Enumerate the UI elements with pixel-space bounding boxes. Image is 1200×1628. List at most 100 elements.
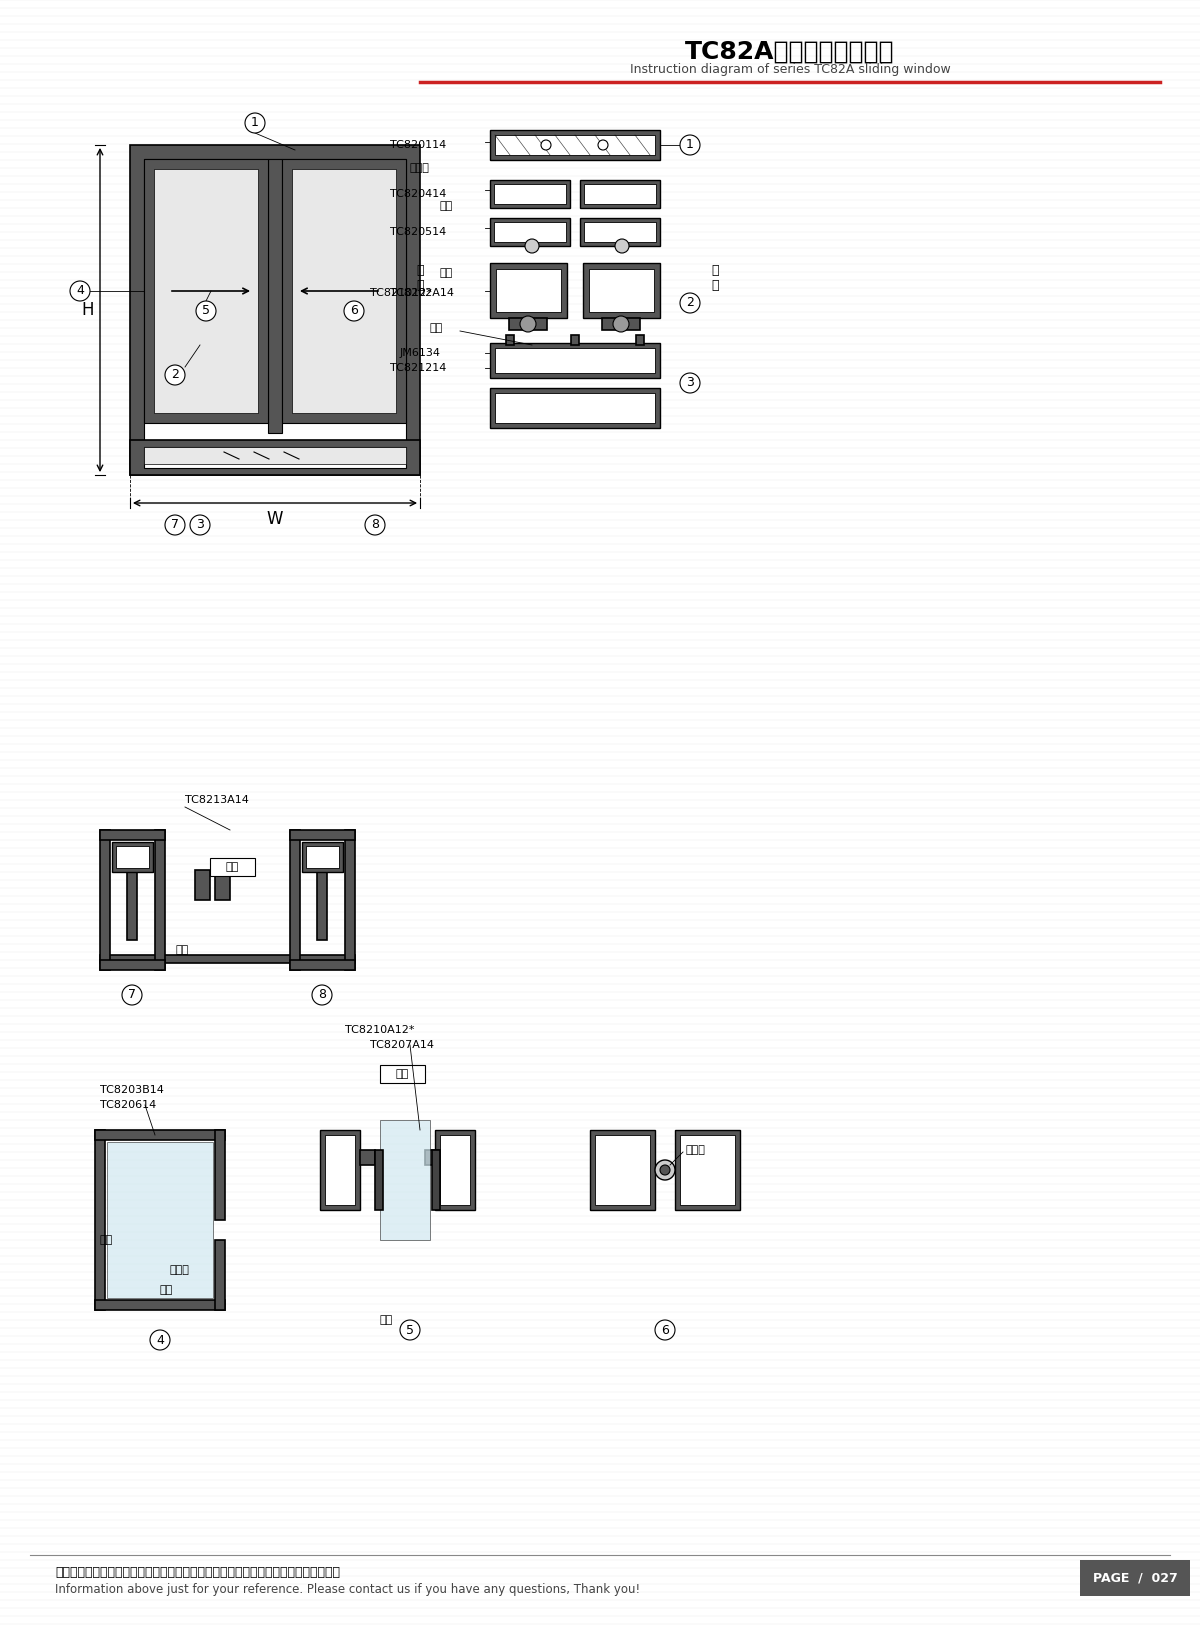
Bar bbox=[1080, 1560, 1190, 1595]
Bar bbox=[144, 160, 268, 423]
Text: 3: 3 bbox=[686, 376, 694, 389]
Text: TC8207A14: TC8207A14 bbox=[370, 1040, 434, 1050]
Bar bbox=[215, 869, 230, 900]
Text: 玻璃胶: 玻璃胶 bbox=[170, 1265, 190, 1275]
Text: 纱网: 纱网 bbox=[440, 200, 454, 212]
Bar bbox=[583, 264, 660, 317]
Circle shape bbox=[616, 239, 629, 252]
Text: 防盗器: 防盗器 bbox=[410, 163, 430, 173]
Text: 7: 7 bbox=[172, 518, 179, 531]
Bar bbox=[100, 830, 166, 840]
Bar bbox=[155, 830, 166, 970]
Bar bbox=[425, 1149, 440, 1166]
Text: PAGE  /  027: PAGE / 027 bbox=[1093, 1571, 1177, 1584]
Bar bbox=[496, 392, 655, 423]
Text: TC820614: TC820614 bbox=[100, 1101, 156, 1110]
Bar bbox=[374, 1149, 383, 1210]
Bar bbox=[584, 184, 656, 204]
Circle shape bbox=[190, 514, 210, 536]
Bar bbox=[100, 956, 355, 964]
Text: 室
内: 室 内 bbox=[416, 264, 424, 291]
Text: TC821012*: TC821012* bbox=[370, 288, 432, 298]
Bar bbox=[107, 1141, 214, 1298]
Bar bbox=[496, 348, 655, 373]
Bar bbox=[292, 169, 396, 414]
Text: 4: 4 bbox=[156, 1333, 164, 1346]
Bar bbox=[306, 847, 340, 868]
Text: 月牙锁: 月牙锁 bbox=[685, 1144, 704, 1154]
Bar bbox=[584, 221, 656, 243]
Text: 8: 8 bbox=[318, 988, 326, 1001]
Text: 4: 4 bbox=[76, 285, 84, 298]
Text: TC8213A14: TC8213A14 bbox=[185, 794, 248, 804]
Bar bbox=[302, 842, 343, 873]
Bar bbox=[380, 1120, 430, 1241]
Bar bbox=[95, 1301, 226, 1311]
Bar bbox=[95, 1130, 226, 1140]
Bar bbox=[490, 130, 660, 160]
Bar bbox=[144, 160, 406, 461]
Text: 图中所示型材截面、装配、编号、尺寸及重量仅供参考。如有疑问，请向本公司查询。: 图中所示型材截面、装配、编号、尺寸及重量仅供参考。如有疑问，请向本公司查询。 bbox=[55, 1566, 340, 1579]
Bar bbox=[490, 264, 568, 317]
Bar bbox=[506, 335, 514, 345]
Text: H: H bbox=[82, 301, 95, 319]
Circle shape bbox=[598, 140, 608, 150]
Bar bbox=[580, 181, 660, 208]
Bar bbox=[490, 218, 570, 246]
Text: 5: 5 bbox=[202, 304, 210, 317]
Bar bbox=[436, 1130, 475, 1210]
Text: TC821214: TC821214 bbox=[390, 363, 446, 373]
Bar bbox=[509, 317, 547, 330]
Text: 玻璃: 玻璃 bbox=[100, 1236, 113, 1245]
Text: 滑轮: 滑轮 bbox=[440, 269, 454, 278]
Bar bbox=[127, 860, 137, 939]
Text: 7: 7 bbox=[128, 988, 136, 1001]
Bar bbox=[100, 961, 166, 970]
Bar bbox=[130, 440, 420, 475]
Bar bbox=[215, 1130, 226, 1219]
Text: 毛条: 毛条 bbox=[160, 1284, 173, 1294]
Bar bbox=[215, 1241, 226, 1311]
Circle shape bbox=[400, 1320, 420, 1340]
Bar bbox=[360, 1149, 374, 1166]
Bar bbox=[490, 387, 660, 428]
Circle shape bbox=[150, 1330, 170, 1350]
Text: 1: 1 bbox=[686, 138, 694, 151]
Circle shape bbox=[122, 985, 142, 1004]
Text: 室外: 室外 bbox=[175, 944, 188, 956]
Text: 2: 2 bbox=[686, 296, 694, 309]
Bar bbox=[589, 269, 654, 313]
Bar bbox=[112, 842, 154, 873]
Text: 6: 6 bbox=[350, 304, 358, 317]
Bar bbox=[325, 1135, 355, 1205]
Circle shape bbox=[655, 1320, 674, 1340]
Bar bbox=[210, 858, 256, 876]
Circle shape bbox=[520, 316, 536, 332]
Bar bbox=[320, 1130, 360, 1210]
Bar bbox=[571, 335, 580, 345]
Text: TC8210A12*: TC8210A12* bbox=[346, 1026, 414, 1035]
Circle shape bbox=[680, 373, 700, 392]
Bar bbox=[590, 1130, 655, 1210]
Bar bbox=[290, 961, 355, 970]
Circle shape bbox=[680, 293, 700, 313]
Text: 8: 8 bbox=[371, 518, 379, 531]
Text: 垫片: 垫片 bbox=[430, 322, 443, 334]
Bar bbox=[496, 135, 655, 155]
Bar bbox=[490, 344, 660, 378]
Text: W: W bbox=[266, 510, 283, 527]
Text: TC820414: TC820414 bbox=[390, 189, 446, 199]
Bar bbox=[144, 448, 406, 467]
Circle shape bbox=[344, 301, 364, 321]
Bar bbox=[290, 830, 355, 840]
Text: 室内: 室内 bbox=[395, 1070, 409, 1079]
Bar bbox=[432, 1149, 440, 1210]
Bar bbox=[95, 1130, 106, 1311]
Bar bbox=[636, 335, 644, 345]
Bar bbox=[494, 184, 566, 204]
Bar bbox=[282, 160, 406, 423]
Circle shape bbox=[365, 514, 385, 536]
Bar bbox=[130, 145, 420, 475]
Circle shape bbox=[70, 282, 90, 301]
Text: 5: 5 bbox=[406, 1324, 414, 1337]
